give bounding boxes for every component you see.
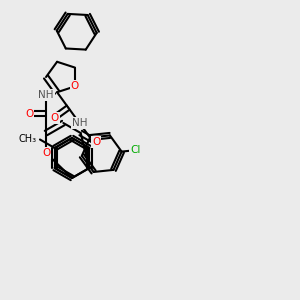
- Text: O: O: [50, 112, 59, 123]
- Text: CH₃: CH₃: [19, 134, 37, 145]
- Text: O: O: [71, 81, 79, 92]
- Text: O: O: [25, 109, 33, 119]
- Text: Cl: Cl: [130, 145, 141, 155]
- Text: O: O: [42, 148, 50, 158]
- Text: O: O: [92, 137, 100, 147]
- Text: NH: NH: [38, 90, 54, 100]
- Text: NH: NH: [72, 118, 87, 128]
